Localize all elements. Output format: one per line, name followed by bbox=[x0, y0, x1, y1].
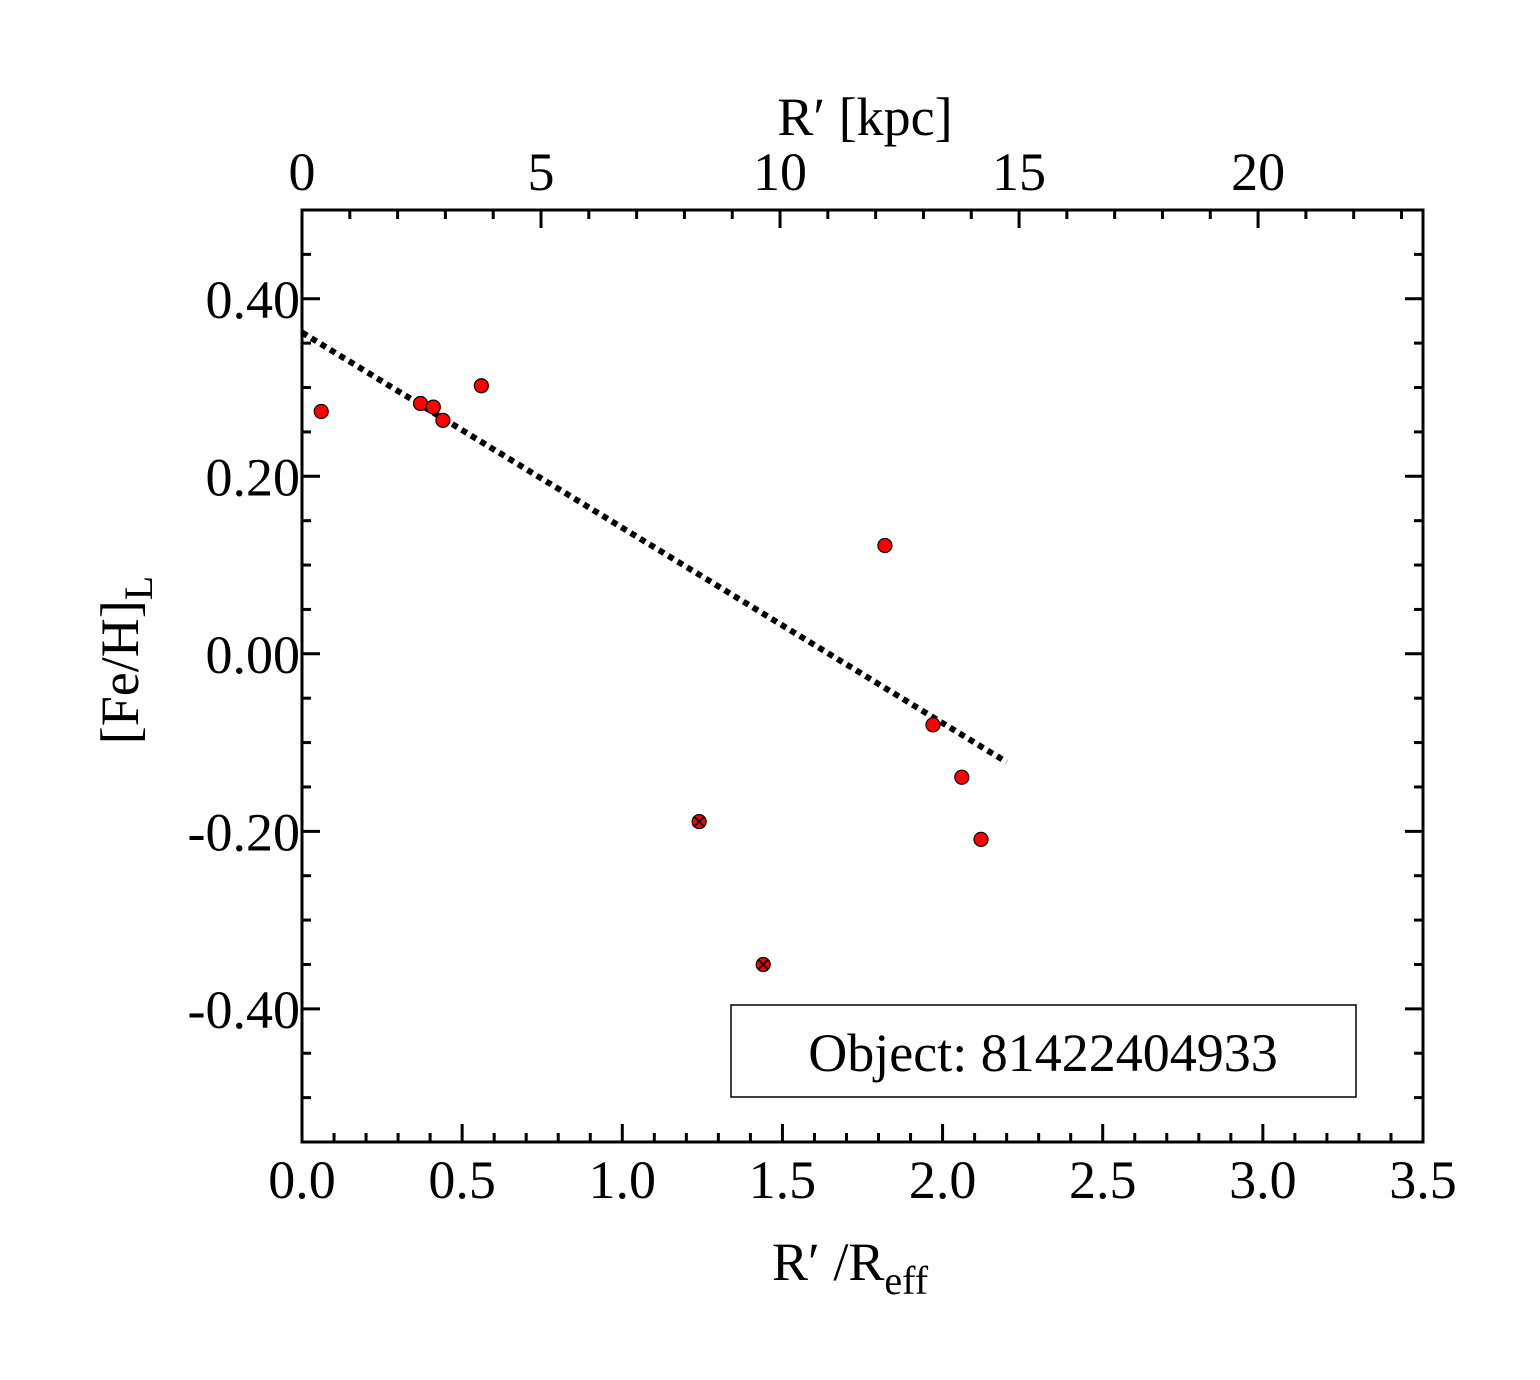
y-tick-label: 0.00 bbox=[206, 625, 301, 685]
data-point bbox=[954, 769, 970, 785]
y-axis-label: [Fe/H]L bbox=[90, 576, 161, 744]
x-tick-label: 3.5 bbox=[1389, 1150, 1457, 1210]
fit-line-group bbox=[300, 329, 1009, 765]
x-tick-label: 2.5 bbox=[1069, 1150, 1137, 1210]
data-point bbox=[973, 831, 989, 847]
x2-tick-label: 15 bbox=[992, 142, 1046, 202]
annotation-text: Object: 81422404933 bbox=[808, 1023, 1277, 1083]
x-tick-label: 1.0 bbox=[589, 1150, 657, 1210]
y-tick-label: -0.20 bbox=[188, 802, 300, 862]
x2-tick-label: 5 bbox=[528, 142, 555, 202]
data-point-cross bbox=[757, 958, 769, 971]
y-tick-label: 0.20 bbox=[206, 447, 301, 507]
x-tick-label: 1.5 bbox=[749, 1150, 817, 1210]
data-point bbox=[425, 399, 441, 415]
x-tick-label: 0.0 bbox=[268, 1150, 336, 1210]
data-point bbox=[412, 395, 429, 412]
x2-tick-label: 10 bbox=[753, 142, 807, 202]
annotation-box bbox=[730, 1004, 1357, 1098]
data-point bbox=[473, 378, 489, 394]
x-tick-label: 0.5 bbox=[428, 1150, 496, 1210]
plot-frame bbox=[300, 208, 1425, 1144]
data-points bbox=[313, 378, 989, 973]
fit-line bbox=[300, 329, 1009, 765]
x2-tick-label: 20 bbox=[1231, 142, 1285, 202]
data-point bbox=[877, 537, 893, 554]
x-axis-label: R′ /Reff bbox=[772, 1232, 929, 1303]
tick-marks bbox=[300, 208, 1425, 1144]
x-tick-label: 3.0 bbox=[1229, 1150, 1297, 1210]
data-point bbox=[925, 717, 941, 733]
x-tick-label: 2.0 bbox=[909, 1150, 977, 1210]
x2-axis-label: R′ [kpc] bbox=[777, 87, 952, 147]
x2-tick-label: 0 bbox=[289, 142, 316, 202]
y-tick-label: -0.40 bbox=[188, 980, 300, 1040]
tick-labels: 0.0 0.5 1.0 1.5 2.0 2.5 3.0 3.5 0 5 10 15 20 0.40 0.20… bbox=[188, 142, 1457, 1210]
data-point bbox=[435, 412, 451, 428]
data-point-cross bbox=[693, 815, 705, 828]
y-tick-label: 0.40 bbox=[206, 270, 301, 330]
data-point bbox=[313, 403, 329, 420]
